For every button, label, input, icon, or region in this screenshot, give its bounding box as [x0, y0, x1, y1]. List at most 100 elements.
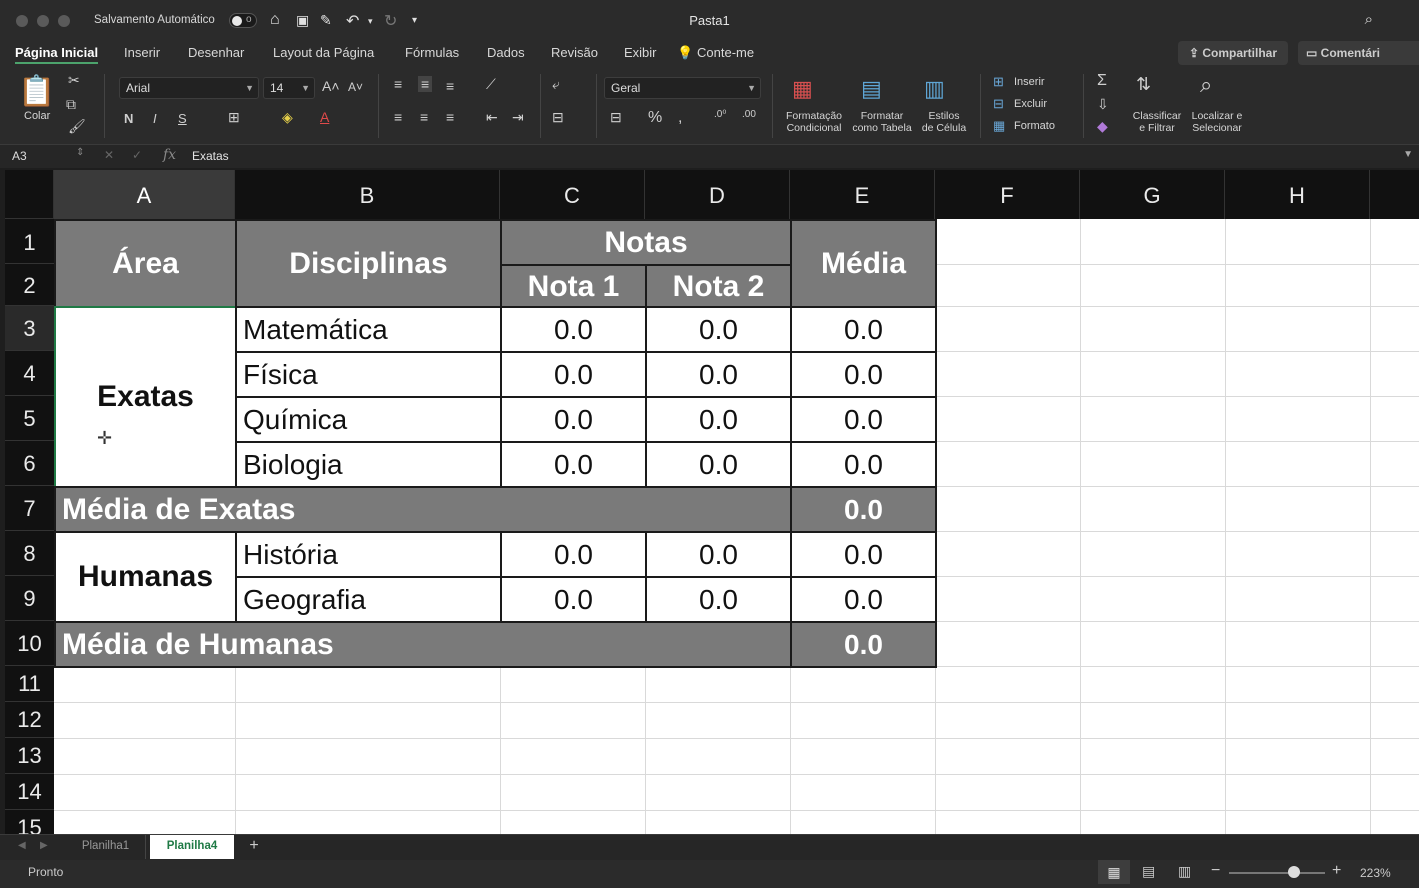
nota1-cell[interactable]: 0.0 — [500, 576, 647, 623]
insert-function-icon[interactable]: fx — [163, 147, 177, 163]
row-header-9[interactable]: 9 — [5, 576, 54, 621]
increase-font-icon[interactable]: A˄ — [322, 78, 340, 94]
font-name-select[interactable]: Arial ▼ — [119, 77, 259, 99]
name-box-stepper-icon[interactable]: ⇕ — [76, 147, 85, 158]
autosum-icon[interactable]: Σ — [1097, 72, 1107, 89]
fill-icon[interactable]: ⇩ — [1097, 96, 1109, 112]
search-icon[interactable]: ⌕ — [1364, 11, 1373, 28]
decrease-indent-icon[interactable]: ⇤ — [486, 109, 498, 125]
find-icon[interactable]: ⌕ — [1200, 72, 1213, 97]
customize-toolbar-icon[interactable]: ▾ — [412, 15, 418, 26]
cell-styles-icon[interactable]: ▥ — [924, 76, 945, 101]
format-table-button[interactable]: Formatar como Tabela — [852, 110, 912, 134]
media-exatas-value-cell[interactable]: 0.0 — [790, 486, 937, 533]
italic-button[interactable]: I — [153, 111, 157, 126]
align-left-icon[interactable]: ≡ — [394, 109, 403, 125]
percent-icon[interactable]: % — [648, 109, 663, 126]
header-disciplinas-cell[interactable]: Disciplinas — [235, 219, 502, 308]
page-break-view-icon[interactable]: ▥ — [1178, 863, 1192, 879]
col-header-d[interactable]: D — [645, 170, 790, 219]
decrease-font-icon[interactable]: A˅ — [348, 80, 364, 94]
undo-dropdown-icon[interactable]: ▾ — [368, 16, 373, 26]
header-area-cell[interactable]: Área — [54, 219, 237, 308]
zoom-slider-handle[interactable] — [1288, 866, 1300, 878]
header-notas-cell[interactable]: Notas — [500, 219, 792, 266]
row-header-3[interactable]: 3 — [5, 306, 54, 351]
font-color-icon[interactable]: A — [320, 109, 330, 125]
nota1-cell[interactable]: 0.0 — [500, 396, 647, 443]
disc-quimica-cell[interactable]: Química — [235, 396, 502, 443]
row-header-10[interactable]: 10 — [5, 621, 54, 666]
autosave-toggle[interactable]: o — [229, 13, 257, 28]
number-format-select[interactable]: Geral ▼ — [604, 77, 761, 99]
align-right-icon[interactable]: ≡ — [446, 109, 455, 125]
disc-fisica-cell[interactable]: Física — [235, 351, 502, 398]
normal-view-icon[interactable]: ▦ — [1098, 860, 1130, 884]
sheet-tab-planilha4[interactable]: Planilha4 — [150, 835, 234, 859]
conditional-format-icon[interactable]: ▦ — [792, 76, 813, 101]
align-middle-icon[interactable]: ≡ — [418, 76, 433, 92]
increase-indent-icon[interactable]: ⇥ — [512, 109, 524, 125]
header-media-cell[interactable]: Média — [790, 219, 937, 308]
expand-formula-icon[interactable]: ▼ — [1403, 149, 1413, 160]
col-header-e[interactable]: E — [790, 170, 935, 219]
header-nota2-cell[interactable]: Nota 2 — [645, 264, 792, 308]
row-header-7[interactable]: 7 — [5, 486, 54, 531]
cut-icon[interactable]: ✂ — [68, 72, 80, 88]
media-cell[interactable]: 0.0 — [790, 306, 937, 353]
accounting-format-icon[interactable]: ⊟ — [610, 109, 622, 125]
tab-desenhar[interactable]: Desenhar — [188, 45, 245, 60]
row-header-15[interactable]: 15 — [5, 810, 54, 834]
align-bottom-icon[interactable]: ≡ — [446, 78, 455, 94]
media-humanas-label-cell[interactable]: Média de Humanas — [54, 621, 792, 668]
increase-decimal-icon[interactable]: .0⁰ — [714, 109, 727, 120]
underline-button[interactable]: S — [178, 111, 187, 126]
insert-cells-icon[interactable]: ⊞ — [993, 74, 1004, 89]
page-layout-view-icon[interactable]: ▤ — [1142, 863, 1156, 879]
close-window-button[interactable] — [16, 15, 28, 27]
save-icon[interactable]: ▣ — [296, 12, 310, 28]
name-box[interactable]: A3 — [12, 149, 27, 163]
comments-button[interactable]: ▭ Comentári — [1298, 41, 1419, 65]
formula-input[interactable]: Exatas — [192, 149, 229, 163]
paste-icon[interactable]: 📋 — [18, 75, 56, 108]
row-header-11[interactable]: 11 — [5, 666, 54, 702]
conditional-format-button[interactable]: Formatação Condicional — [785, 110, 843, 134]
delete-cells-button[interactable]: Excluir — [1014, 98, 1048, 110]
tab-pagina-inicial[interactable]: Página Inicial — [15, 45, 99, 64]
disc-matematica-cell[interactable]: Matemática — [235, 306, 502, 353]
row-header-6[interactable]: 6 — [5, 441, 54, 486]
disc-geografia-cell[interactable]: Geografia — [235, 576, 502, 623]
col-header-f[interactable]: F — [935, 170, 1080, 219]
clear-icon[interactable]: ◆ — [1097, 118, 1108, 134]
media-cell[interactable]: 0.0 — [790, 396, 937, 443]
comma-style-icon[interactable]: , — [678, 109, 683, 126]
col-header-a[interactable]: A — [54, 170, 235, 219]
home-icon[interactable]: ⌂ — [270, 11, 280, 28]
merge-center-icon[interactable]: ⊟ — [552, 109, 564, 125]
wrap-text-icon[interactable]: ⤶ — [552, 76, 560, 92]
font-size-select[interactable]: 14 ▼ — [263, 77, 315, 99]
disc-biologia-cell[interactable]: Biologia — [235, 441, 502, 488]
tab-formulas[interactable]: Fórmulas — [405, 45, 460, 60]
row-header-4[interactable]: 4 — [5, 351, 54, 396]
row-header-12[interactable]: 12 — [5, 702, 54, 738]
nota1-cell[interactable]: 0.0 — [500, 441, 647, 488]
tab-exibir[interactable]: Exibir — [624, 45, 657, 60]
select-all-corner[interactable] — [5, 170, 54, 219]
format-cells-button[interactable]: Formato — [1014, 120, 1055, 132]
col-header-i[interactable] — [1370, 170, 1419, 219]
zoom-out-button[interactable]: − — [1211, 862, 1221, 879]
exatas-cell[interactable]: Exatas — [54, 306, 237, 488]
align-center-icon[interactable]: ≡ — [420, 109, 429, 125]
media-cell[interactable]: 0.0 — [790, 441, 937, 488]
row-header-14[interactable]: 14 — [5, 774, 54, 810]
share-button[interactable]: ⇪ Compartilhar — [1178, 41, 1288, 65]
decrease-decimal-icon[interactable]: .00 — [742, 109, 756, 120]
fill-color-icon[interactable]: ◈ — [282, 109, 293, 125]
borders-icon[interactable]: ⊞ — [228, 109, 240, 125]
zoom-level[interactable]: 223% — [1360, 866, 1391, 880]
media-humanas-value-cell[interactable]: 0.0 — [790, 621, 937, 668]
media-cell[interactable]: 0.0 — [790, 351, 937, 398]
nota2-cell[interactable]: 0.0 — [645, 441, 792, 488]
